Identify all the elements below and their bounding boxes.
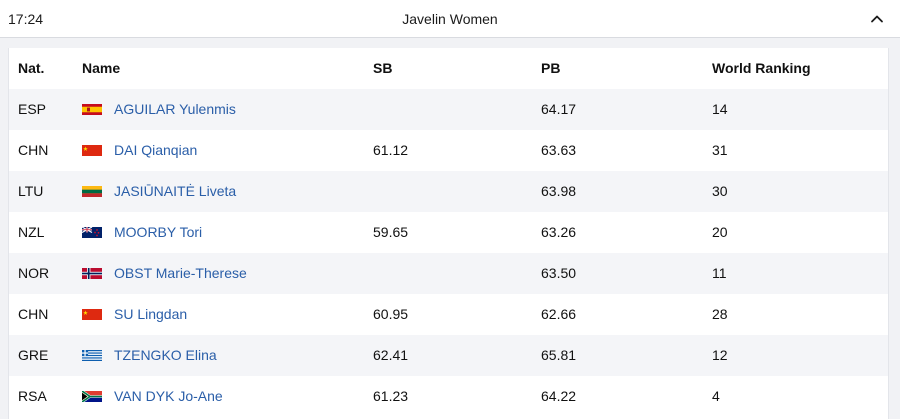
norway-flag-icon [82, 267, 102, 279]
athlete-name-link[interactable]: JASIŪNAITĖ Liveta [114, 183, 237, 199]
south-africa-flag-icon [82, 390, 102, 402]
greece-flag-icon [82, 349, 102, 361]
season-best: 61.23 [373, 388, 409, 404]
athlete-name-link[interactable]: MOORBY Tori [114, 224, 203, 240]
personal-best: 62.66 [541, 306, 577, 322]
china-flag-icon [82, 144, 102, 156]
nat-code: NZL [18, 224, 45, 240]
nat-code: LTU [18, 183, 44, 199]
table-row: CHN DAI Qianqian 61.12 63.63 31 [9, 130, 888, 171]
nat-code: CHN [18, 142, 49, 158]
spain-flag-icon [82, 103, 102, 115]
personal-best: 63.50 [541, 265, 577, 281]
results-panel: Nat. Name SB PB World Ranking ESP AGUILA… [0, 38, 900, 419]
athlete-name-link[interactable]: OBST Marie-Therese [114, 265, 247, 281]
column-header-name: Name [82, 60, 121, 76]
table-row: NZL MOORBY Tori 59.65 63.26 20 [9, 212, 888, 253]
column-header-sb: SB [373, 60, 393, 76]
personal-best: 63.63 [541, 142, 577, 158]
world-ranking: 28 [712, 306, 728, 322]
athlete-name-link[interactable]: AGUILAR Yulenmis [114, 101, 236, 117]
athlete-name-link[interactable]: VAN DYK Jo-Ane [114, 388, 223, 404]
new-zealand-flag-icon [82, 226, 102, 238]
personal-best: 64.17 [541, 101, 577, 117]
nat-code: RSA [18, 388, 47, 404]
world-ranking: 12 [712, 347, 728, 363]
world-ranking: 4 [712, 388, 720, 404]
athlete-name-link[interactable]: SU Lingdan [114, 306, 188, 322]
event-time: 17:24 [8, 11, 44, 27]
personal-best: 64.22 [541, 388, 577, 404]
nat-code: NOR [18, 265, 50, 281]
table-row: CHN SU Lingdan 60.95 62.66 28 [9, 294, 888, 335]
table-row: ESP AGUILAR Yulenmis 64.17 14 [9, 89, 888, 130]
season-best: 59.65 [373, 224, 409, 240]
world-ranking: 30 [712, 183, 728, 199]
personal-best: 65.81 [541, 347, 577, 363]
column-header-world-ranking: World Ranking [712, 60, 811, 76]
world-ranking: 31 [712, 142, 728, 158]
season-best: 61.12 [373, 142, 409, 158]
table-row: RSA VAN DYK Jo-Ane 61.23 64.22 4 [9, 376, 888, 417]
column-header-nat: Nat. [18, 60, 45, 76]
world-ranking: 20 [712, 224, 728, 240]
lithuania-flag-icon [82, 185, 102, 197]
table-row: NOR OBST Marie-Therese 63.50 11 [9, 253, 888, 294]
world-ranking: 14 [712, 101, 728, 117]
nat-code: GRE [18, 347, 49, 363]
season-best: 60.95 [373, 306, 409, 322]
table-header-row: Nat. Name SB PB World Ranking [9, 48, 888, 89]
entries-table: Nat. Name SB PB World Ranking ESP AGUILA… [8, 48, 889, 419]
column-header-pb: PB [541, 60, 561, 76]
season-best: 62.41 [373, 347, 409, 363]
china-flag-icon [82, 308, 102, 320]
table-row: GRE TZENGKO Elina 62.41 65.81 12 [9, 335, 888, 376]
athlete-name-link[interactable]: DAI Qianqian [114, 142, 198, 158]
personal-best: 63.26 [541, 224, 577, 240]
chevron-up-icon[interactable] [870, 12, 884, 26]
event-title: Javelin Women [402, 11, 498, 27]
athlete-name-link[interactable]: TZENGKO Elina [114, 347, 217, 363]
table-row: LTU JASIŪNAITĖ Liveta 63.98 30 [9, 171, 888, 212]
world-ranking: 11 [712, 265, 727, 281]
personal-best: 63.98 [541, 183, 577, 199]
event-header: 17:24 Javelin Women [0, 0, 900, 38]
nat-code: ESP [18, 101, 47, 117]
nat-code: CHN [18, 306, 49, 322]
